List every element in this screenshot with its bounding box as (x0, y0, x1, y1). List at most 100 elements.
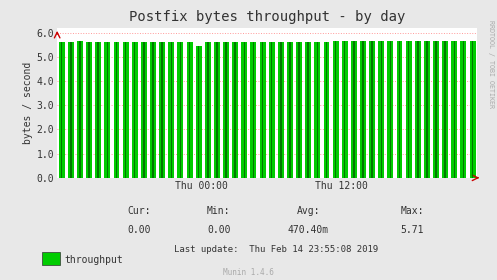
Bar (344, 41, 345, 178)
Bar (463, 41, 464, 178)
Bar (252, 175, 254, 178)
Bar (296, 43, 302, 178)
Bar (170, 43, 172, 178)
Bar (244, 43, 245, 178)
Bar (162, 43, 163, 178)
Bar (426, 41, 427, 178)
Bar (444, 41, 446, 178)
Text: 0.00: 0.00 (127, 225, 151, 235)
Bar (132, 43, 138, 178)
Text: Munin 1.4.6: Munin 1.4.6 (223, 268, 274, 277)
Bar (79, 41, 81, 178)
Bar (113, 43, 119, 178)
Bar (125, 43, 126, 178)
Bar (242, 43, 248, 178)
Text: throughput: throughput (65, 255, 123, 265)
Bar (287, 43, 293, 178)
Bar (150, 43, 156, 178)
Y-axis label: bytes / second: bytes / second (22, 62, 33, 144)
Bar (179, 43, 181, 178)
Text: Min:: Min: (207, 206, 231, 216)
Bar (123, 43, 129, 178)
Bar (433, 41, 439, 178)
Bar (362, 175, 364, 178)
Bar (289, 175, 291, 178)
Text: Last update:  Thu Feb 14 23:55:08 2019: Last update: Thu Feb 14 23:55:08 2019 (174, 245, 378, 254)
Bar (107, 43, 108, 178)
Bar (152, 43, 154, 178)
Bar (351, 41, 357, 178)
Bar (252, 43, 254, 178)
Bar (453, 175, 455, 178)
Bar (397, 41, 403, 178)
Text: Max:: Max: (401, 206, 424, 216)
Bar (269, 43, 275, 178)
Bar (77, 41, 83, 178)
Text: RRDTOOL / TOBI OETIKER: RRDTOOL / TOBI OETIKER (488, 20, 494, 108)
Bar (235, 43, 236, 178)
Bar (460, 41, 466, 178)
Bar (378, 41, 384, 178)
Bar (369, 41, 375, 178)
Bar (381, 41, 382, 178)
Bar (104, 43, 110, 178)
Bar (326, 175, 328, 178)
Bar (143, 43, 145, 178)
Text: Cur:: Cur: (127, 206, 151, 216)
Bar (207, 43, 209, 178)
Bar (435, 41, 437, 178)
Bar (134, 43, 136, 178)
Bar (271, 43, 272, 178)
Bar (388, 41, 393, 178)
Bar (188, 175, 191, 178)
Bar (324, 43, 330, 178)
Bar (216, 175, 218, 178)
Bar (186, 43, 192, 178)
Bar (214, 43, 220, 178)
Title: Postfix bytes throughput - by day: Postfix bytes throughput - by day (129, 10, 406, 24)
Bar (390, 41, 391, 178)
Bar (454, 41, 455, 178)
Bar (70, 43, 72, 178)
Text: Avg:: Avg: (296, 206, 320, 216)
Bar (61, 43, 63, 178)
Bar (68, 43, 74, 178)
Bar (435, 175, 437, 178)
Bar (280, 43, 282, 178)
Bar (177, 43, 183, 178)
Bar (415, 41, 421, 178)
Bar (161, 175, 164, 178)
Bar (124, 175, 127, 178)
Bar (315, 43, 321, 178)
Bar (97, 43, 99, 178)
Bar (289, 43, 291, 178)
Bar (189, 43, 190, 178)
Bar (70, 175, 72, 178)
Bar (353, 41, 355, 178)
Bar (408, 41, 410, 178)
Bar (408, 175, 410, 178)
Bar (298, 43, 300, 178)
Text: 0.00: 0.00 (207, 225, 231, 235)
Bar (168, 43, 174, 178)
Bar (205, 43, 211, 178)
Bar (278, 43, 284, 178)
Bar (417, 41, 418, 178)
Text: 5.71: 5.71 (401, 225, 424, 235)
Bar (451, 41, 457, 178)
Bar (116, 43, 117, 178)
Bar (360, 41, 366, 178)
Bar (317, 43, 318, 178)
Bar (225, 43, 227, 178)
Bar (196, 46, 202, 178)
Bar (159, 43, 165, 178)
Bar (332, 41, 338, 178)
Bar (442, 41, 448, 178)
Bar (308, 43, 309, 178)
Bar (86, 43, 92, 178)
Bar (88, 175, 90, 178)
Bar (141, 43, 147, 178)
Bar (335, 41, 336, 178)
Bar (371, 41, 373, 178)
Bar (95, 43, 101, 178)
